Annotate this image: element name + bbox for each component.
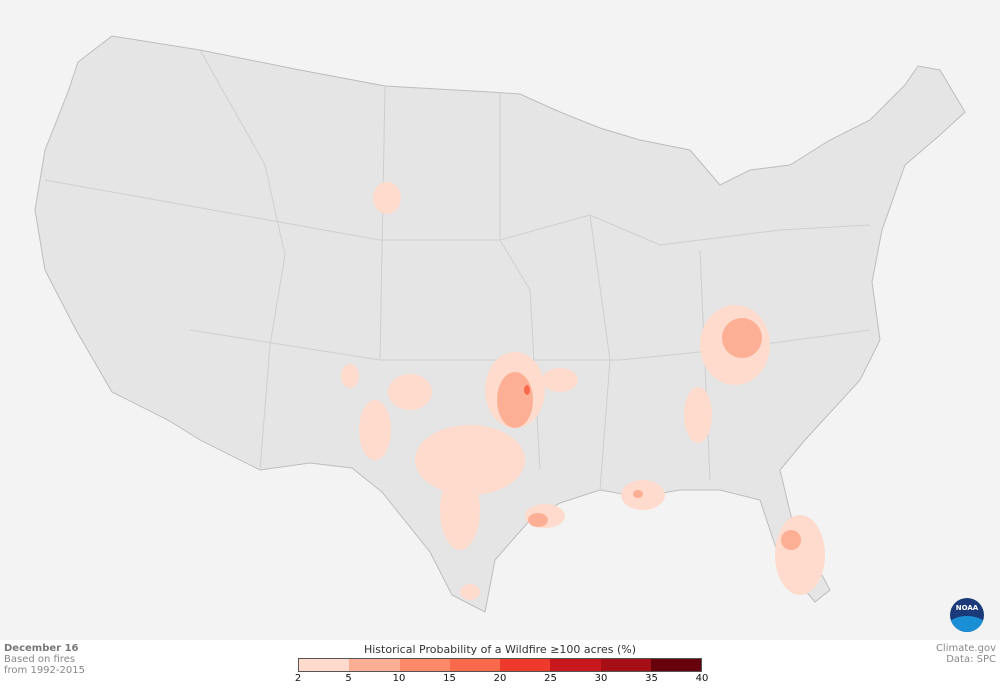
fire-area bbox=[359, 400, 391, 460]
fire-area bbox=[440, 470, 480, 550]
color-legend: Historical Probability of a Wildfire ≥10… bbox=[294, 643, 709, 686]
noaa-logo-text: NOAA bbox=[955, 604, 979, 612]
legend-swatch bbox=[500, 659, 551, 671]
legend-swatch bbox=[650, 659, 701, 671]
legend-tick-label: 35 bbox=[645, 673, 658, 684]
legend-swatch bbox=[299, 659, 350, 671]
us-wildfire-probability-map bbox=[0, 0, 1000, 640]
legend-swatch bbox=[449, 659, 500, 671]
fire-area bbox=[621, 480, 665, 510]
source-label: Data: SPC bbox=[946, 654, 996, 665]
legend-tick-label: 5 bbox=[345, 673, 352, 684]
basis-line-1: Based on fires bbox=[4, 654, 76, 665]
state-borders bbox=[44, 49, 871, 491]
fire-area bbox=[524, 385, 530, 395]
legend-swatch bbox=[550, 659, 601, 671]
map-caption: December 16 Based on fires from 1992-201… bbox=[4, 643, 85, 676]
fire-probability-areas bbox=[341, 182, 825, 600]
legend-title: Historical Probability of a Wildfire ≥10… bbox=[363, 643, 636, 656]
basis-line-2: from 1992-2015 bbox=[4, 665, 85, 676]
fire-area bbox=[684, 387, 712, 443]
legend-tick-label: 10 bbox=[392, 673, 406, 684]
legend-swatch bbox=[349, 659, 400, 671]
legend-tick-label: 2 bbox=[294, 673, 302, 684]
fire-area bbox=[781, 530, 801, 550]
noaa-logo-wave bbox=[950, 616, 984, 632]
legend-tick-label: 20 bbox=[493, 673, 507, 684]
fire-area bbox=[775, 515, 825, 595]
us-land bbox=[34, 35, 966, 613]
fire-area bbox=[373, 182, 401, 214]
fire-area bbox=[341, 364, 359, 388]
legend-tick-label: 25 bbox=[544, 673, 557, 684]
legend-swatch bbox=[399, 659, 450, 671]
fire-area bbox=[497, 372, 533, 428]
fire-area bbox=[633, 490, 643, 498]
noaa-logo: NOAA bbox=[950, 598, 984, 632]
fire-area bbox=[415, 425, 525, 495]
fire-area bbox=[388, 374, 432, 410]
date-label: December 16 bbox=[4, 643, 79, 654]
credit-label: Climate.gov bbox=[935, 643, 996, 654]
fire-area bbox=[722, 318, 762, 358]
legend-ticks: 2 5 10 15 20 25 30 35 40 bbox=[294, 672, 709, 686]
legend-swatch bbox=[600, 659, 651, 671]
legend-tick-label: 40 bbox=[695, 673, 709, 684]
fire-area bbox=[528, 513, 548, 527]
fire-area bbox=[542, 368, 578, 392]
legend-color-bar bbox=[298, 658, 702, 672]
fire-area bbox=[460, 584, 480, 600]
credits: Climate.gov Data: SPC bbox=[936, 643, 996, 665]
legend-tick-label: 30 bbox=[594, 673, 608, 684]
legend-tick-label: 15 bbox=[443, 673, 456, 684]
